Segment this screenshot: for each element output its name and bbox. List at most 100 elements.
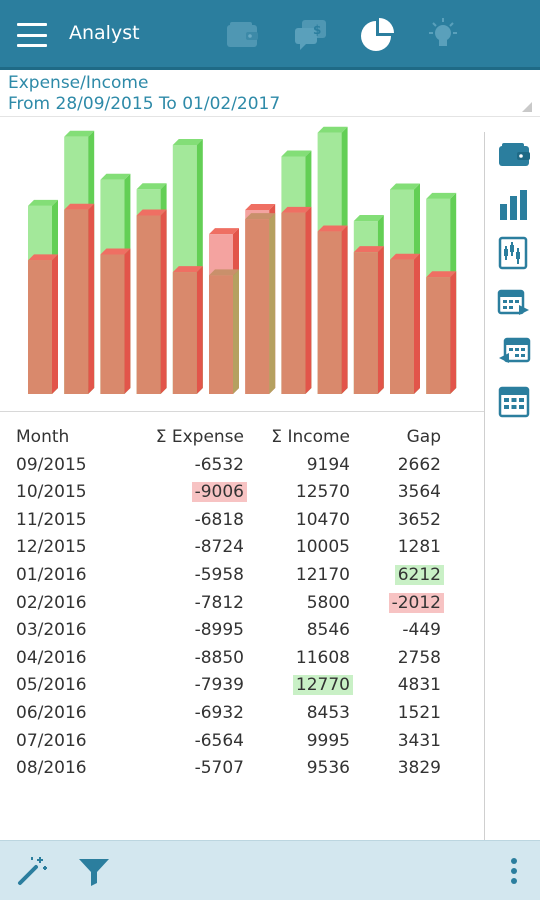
expense-bar-side (88, 203, 95, 394)
cell-income: 10470 (295, 509, 350, 530)
table-header: Month Σ Expense Σ Income Gap (0, 424, 484, 452)
expense-bar (100, 254, 125, 394)
divider (0, 411, 484, 412)
wallet-icon[interactable] (497, 138, 531, 172)
cell-month: 10/2015 (16, 482, 87, 503)
expense-income-chart (0, 118, 484, 408)
cell-gap: 6212 (394, 564, 444, 585)
cell-expense: -6532 (194, 454, 244, 475)
header-income: Σ Income (271, 427, 350, 447)
expense-bar-side (450, 271, 457, 394)
cell-month: 05/2016 (16, 675, 87, 696)
expense-bar (353, 252, 378, 394)
cell-gap: 1281 (397, 537, 441, 558)
cell-expense: -6564 (194, 730, 244, 751)
expense-bar-top (172, 266, 203, 273)
table-row[interactable]: 05/2016 -7939 12770 4831 (0, 672, 484, 700)
cell-expense: -6818 (194, 509, 244, 530)
expense-bar-top (245, 203, 276, 210)
expense-bar-top (353, 246, 384, 253)
income-bar-top (28, 199, 58, 206)
cell-gap: 3564 (397, 482, 441, 503)
expense-bar (172, 272, 197, 394)
expense-bar-top (390, 253, 420, 260)
cell-income: 9995 (306, 730, 350, 751)
cell-income: 12170 (295, 564, 350, 585)
cell-gap: 2662 (397, 454, 441, 475)
income-bar-top (426, 192, 457, 199)
income-bar-top (136, 183, 167, 190)
expense-bar-side (414, 253, 420, 394)
cell-month: 12/2015 (16, 537, 87, 558)
expense-bar-top (100, 248, 131, 255)
income-bar-side (269, 213, 276, 394)
filter-icon[interactable] (76, 853, 112, 889)
expense-bar-top (28, 254, 58, 261)
expense-bar-side (377, 246, 384, 394)
cell-gap: 4831 (397, 675, 441, 696)
stock-chart-icon[interactable] (497, 236, 531, 270)
income-bar-top (64, 130, 95, 137)
cell-month: 06/2016 (16, 702, 87, 723)
table-row[interactable]: 08/2016 -5707 9536 3829 (0, 755, 484, 783)
cell-gap: -449 (402, 620, 441, 641)
cell-gap: 3652 (397, 509, 441, 530)
income-bar-top (390, 183, 420, 190)
table-row[interactable]: 03/2016 -8995 8546 -449 (0, 617, 484, 645)
expense-bar-side (305, 206, 312, 394)
cell-expense: -5707 (194, 758, 244, 779)
cell-income: 5800 (306, 592, 350, 613)
income-bar (209, 275, 233, 394)
menu-icon[interactable] (14, 17, 50, 53)
table-row[interactable]: 10/2015 -9006 12570 3564 (0, 479, 484, 507)
table-row[interactable]: 07/2016 -6564 9995 3431 (0, 728, 484, 756)
expense-bar-top (136, 209, 167, 216)
cell-income: 12770 (292, 675, 353, 696)
cell-expense: -6932 (194, 702, 244, 723)
header-month: Month (16, 427, 70, 447)
cell-income: 8453 (306, 702, 350, 723)
more-vert-icon[interactable] (496, 853, 532, 889)
expense-bar-top (64, 203, 95, 210)
expense-bar (281, 212, 306, 394)
cell-expense: -9006 (191, 482, 247, 503)
bottom-toolbar (0, 840, 540, 900)
calendar-forward-icon[interactable] (497, 286, 531, 320)
expense-bar-side (124, 248, 131, 394)
cell-income: 8546 (306, 620, 350, 641)
table-row[interactable]: 01/2016 -5958 12170 6212 (0, 562, 484, 590)
cell-income: 11608 (295, 647, 350, 668)
money-chat-icon[interactable]: $ (292, 16, 330, 54)
cell-month: 03/2016 (16, 620, 87, 641)
report-title: Expense/Income (8, 73, 149, 93)
table-row[interactable]: 12/2015 -8724 10005 1281 (0, 534, 484, 562)
pie-chart-icon[interactable] (358, 16, 396, 54)
cell-expense: -8995 (194, 620, 244, 641)
table-row[interactable]: 09/2015 -6532 9194 2662 (0, 452, 484, 480)
table-row[interactable]: 02/2016 -7812 5800 -2012 (0, 590, 484, 618)
report-header[interactable]: Expense/Income From 28/09/2015 To 01/02/… (0, 70, 540, 117)
bar-chart-icon[interactable] (497, 188, 531, 222)
cell-month: 07/2016 (16, 730, 87, 751)
expense-bar-side (52, 254, 58, 394)
expense-bar (426, 277, 451, 394)
calendar-icon[interactable] (497, 384, 531, 418)
expense-bar-side (160, 209, 167, 394)
expense-bar (390, 259, 414, 394)
bar-chart (28, 126, 457, 395)
calendar-back-icon[interactable] (497, 334, 531, 368)
income-bar-top (317, 126, 348, 133)
lightbulb-icon[interactable] (424, 16, 462, 54)
table-row[interactable]: 04/2016 -8850 11608 2758 (0, 645, 484, 673)
expense-bar (64, 209, 89, 394)
income-bar-top (209, 269, 239, 276)
app-bar: Analyst $ (0, 0, 540, 70)
magic-wand-icon[interactable] (14, 853, 50, 889)
svg-text:$: $ (313, 23, 321, 37)
expense-bar-side (341, 225, 348, 394)
cell-expense: -8850 (194, 647, 244, 668)
table-row[interactable]: 06/2016 -6932 8453 1521 (0, 700, 484, 728)
wallet-icon[interactable] (224, 16, 262, 54)
table-row[interactable]: 11/2015 -6818 10470 3652 (0, 507, 484, 535)
cell-month: 11/2015 (16, 509, 87, 530)
